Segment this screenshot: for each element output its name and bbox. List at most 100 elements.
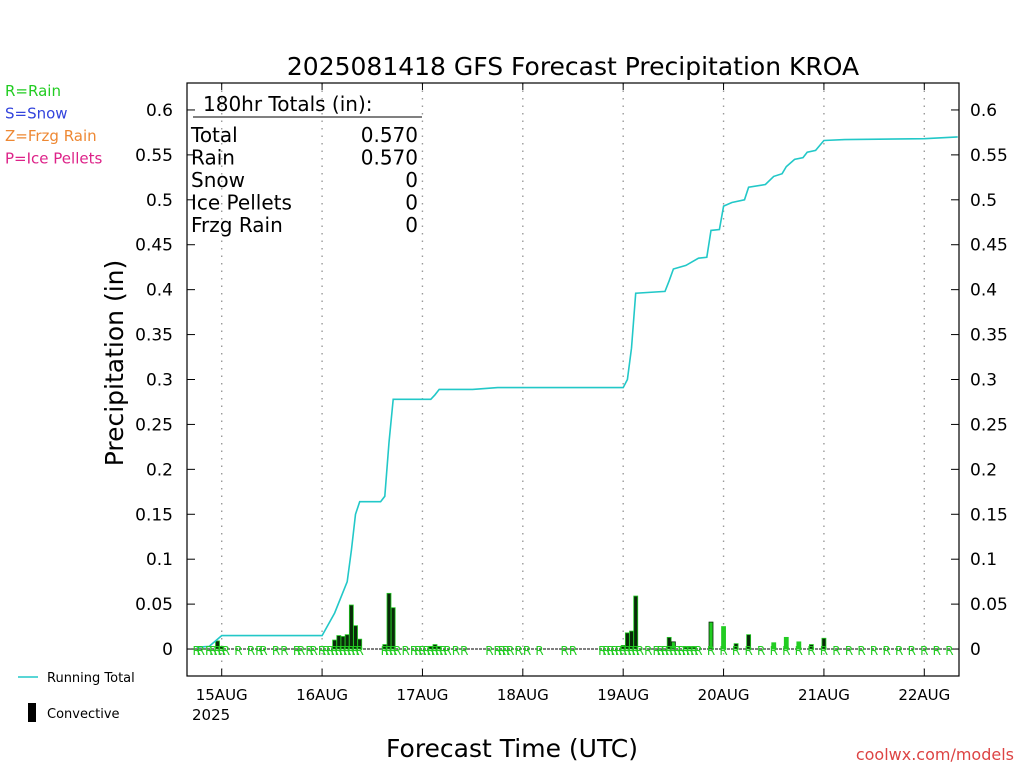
y-tick-label-right: 0.6 <box>970 101 997 121</box>
rain-marker: R <box>297 644 305 658</box>
rain-marker: R <box>460 644 468 658</box>
y-tick-label-right: 0.55 <box>970 146 1008 166</box>
rain-marker: R <box>795 644 803 658</box>
rain-marker: R <box>694 644 702 658</box>
rain-marker: R <box>318 644 326 658</box>
rain-marker: R <box>218 644 226 658</box>
rain-marker: R <box>452 644 460 658</box>
rain-marker: R <box>690 644 698 658</box>
rain-marker: R <box>686 644 694 658</box>
rain-marker: R <box>293 644 301 658</box>
totals-row-label: Snow <box>191 168 245 192</box>
rain-marker: R <box>615 644 623 658</box>
rain-marker: R <box>933 644 941 658</box>
rain-marker: R <box>908 644 916 658</box>
rain-marker: R <box>665 644 673 658</box>
y-tick-label-left: 0.4 <box>146 281 173 301</box>
precip-bar <box>386 592 392 650</box>
precip-bar <box>708 621 714 650</box>
rain-marker: R <box>197 644 205 658</box>
rain-marker: R <box>757 644 765 658</box>
rain-marker: R <box>347 644 355 658</box>
rain-marker: R <box>502 644 510 658</box>
precip-bar <box>436 645 442 650</box>
y-tick-label-left: 0.15 <box>135 505 173 525</box>
rain-marker: R <box>598 644 606 658</box>
totals-row-label: Total <box>190 123 238 147</box>
rain-marker: R <box>498 644 506 658</box>
rain-marker: R <box>205 644 213 658</box>
y-tick-label-left: 0.2 <box>146 460 173 480</box>
rain-marker: R <box>920 644 928 658</box>
rain-marker: R <box>494 644 502 658</box>
precip-bar <box>357 638 363 650</box>
rain-marker: R <box>678 644 686 658</box>
rain-marker: R <box>807 644 815 658</box>
x-tick-label: 16AUG <box>296 686 348 704</box>
rain-marker: R <box>435 644 443 658</box>
totals-row-label: Frzg Rain <box>191 213 283 237</box>
rain-marker: R <box>673 644 681 658</box>
rain-marker: R <box>192 644 200 658</box>
rain-marker: R <box>389 644 397 658</box>
rain-marker: R <box>255 644 263 658</box>
x-tick-label: 20AUG <box>698 686 750 704</box>
rain-marker: R <box>234 644 242 658</box>
rain-marker: R <box>305 644 313 658</box>
x-tick-label: 21AUG <box>798 686 850 704</box>
y-tick-label-left: 0 <box>162 640 173 660</box>
rain-marker: R <box>247 644 255 658</box>
rain-marker: R <box>623 644 631 658</box>
rain-marker: R <box>427 644 435 658</box>
rain-marker: R <box>213 644 221 658</box>
rain-marker: R <box>535 644 543 658</box>
totals-row-value: 0.570 <box>361 146 418 170</box>
precip-bar <box>348 604 354 650</box>
precip-bar <box>215 640 220 650</box>
site-credit: coolwx.com/models <box>856 745 1014 764</box>
precip-bar <box>821 637 827 650</box>
rain-marker: R <box>644 644 652 658</box>
rain-marker: R <box>410 644 418 658</box>
series-legend: Running Total Convective <box>18 671 135 722</box>
y-tick-label-left: 0.45 <box>135 236 173 256</box>
x-tick-label: 22AUG <box>898 686 950 704</box>
rain-marker: R <box>602 644 610 658</box>
totals-row-value: 0 <box>405 213 418 237</box>
rain-marker: R <box>439 644 447 658</box>
rain-marker: R <box>485 644 493 658</box>
y-tick-label-left: 0.5 <box>146 191 173 211</box>
rain-marker: R <box>209 644 217 658</box>
totals-row-value: 0 <box>405 191 418 215</box>
y-tick-label-right: 0.3 <box>970 371 997 391</box>
precip-bar <box>691 646 697 650</box>
rain-marker: R <box>627 644 635 658</box>
precip-bar <box>796 641 802 650</box>
running-total-line <box>196 136 958 648</box>
precip-type-legend: R=Rain S=Snow Z=Frzg Rain P=Ice Pellets <box>5 82 102 168</box>
rain-marker: R <box>782 644 790 658</box>
rain-marker: R <box>569 644 577 658</box>
rain-marker: R <box>895 644 903 658</box>
y-tick-label-left: 0.35 <box>135 326 173 346</box>
y-tick-label-right: 0.05 <box>970 595 1008 615</box>
rain-marker: R <box>381 644 389 658</box>
precip-bar <box>353 625 358 650</box>
precip-type-legend-item: P=Ice Pellets <box>5 150 102 168</box>
x-tick-label: 15AUG <box>196 686 248 704</box>
rain-marker: R <box>422 644 430 658</box>
x-tick-label: 17AUG <box>396 686 448 704</box>
rain-marker: R <box>393 644 401 658</box>
rain-marker: R <box>418 644 426 658</box>
rain-marker: R <box>611 644 619 658</box>
precip-bar <box>670 641 676 650</box>
totals-box: 180hr Totals (in): Total 0.570 Rain 0.570 Sn… <box>190 92 422 237</box>
convective-legend-label: Convective <box>47 707 120 722</box>
y-tick-label-right: 0.5 <box>970 191 997 211</box>
running-total-legend-label: Running Total <box>47 671 135 686</box>
rain-marker: R <box>857 644 865 658</box>
precip-bar <box>771 642 777 650</box>
convective-legend-swatch <box>28 703 36 722</box>
rain-marker: R <box>636 644 644 658</box>
precip-type-legend-item: Z=Frzg Rain <box>5 127 97 145</box>
